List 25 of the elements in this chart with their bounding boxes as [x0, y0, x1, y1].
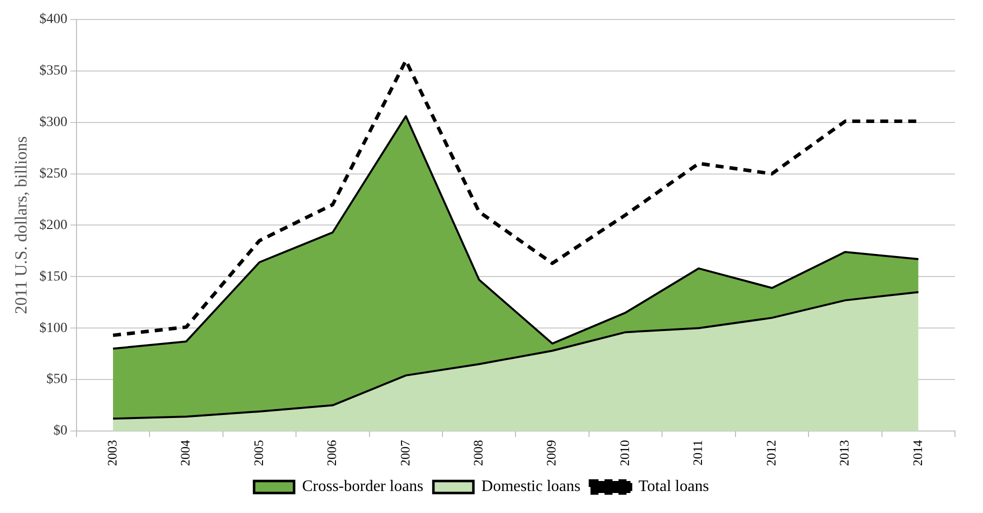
y-tick-label: $150 — [39, 269, 68, 284]
legend-label: Domestic loans — [481, 478, 580, 496]
y-axis-title: 2011 U.S. dollars, billions — [12, 136, 31, 314]
x-tick-label: 2008 — [470, 440, 486, 466]
y-tick-label: $200 — [39, 218, 68, 233]
y-tick-label: $400 — [39, 12, 68, 28]
y-tick-label: $350 — [39, 64, 68, 79]
x-tick-label: 2009 — [544, 440, 559, 466]
x-tick-label: 2011 — [690, 440, 706, 466]
x-tick-label: 2006 — [324, 440, 340, 466]
y-tick-label: $100 — [39, 320, 68, 336]
x-tick-label: 2007 — [397, 440, 412, 466]
x-tick-label: 2012 — [763, 440, 778, 466]
y-tick-label: $300 — [39, 114, 68, 130]
x-tick-label: 2005 — [250, 440, 266, 466]
y-tick-label: $250 — [39, 166, 68, 182]
x-tick-label: 2004 — [178, 440, 193, 466]
x-tick-label: 2014 — [910, 440, 925, 466]
y-tick-label: $50 — [46, 372, 68, 388]
legend-label: Cross-border loans — [302, 478, 424, 496]
x-tick-label: 2013 — [836, 440, 852, 466]
legend-label: Total loans — [638, 478, 709, 496]
x-tick-label: 2003 — [104, 440, 120, 466]
y-tick-label: $0 — [53, 424, 68, 439]
x-tick-label: 2010 — [616, 440, 632, 466]
